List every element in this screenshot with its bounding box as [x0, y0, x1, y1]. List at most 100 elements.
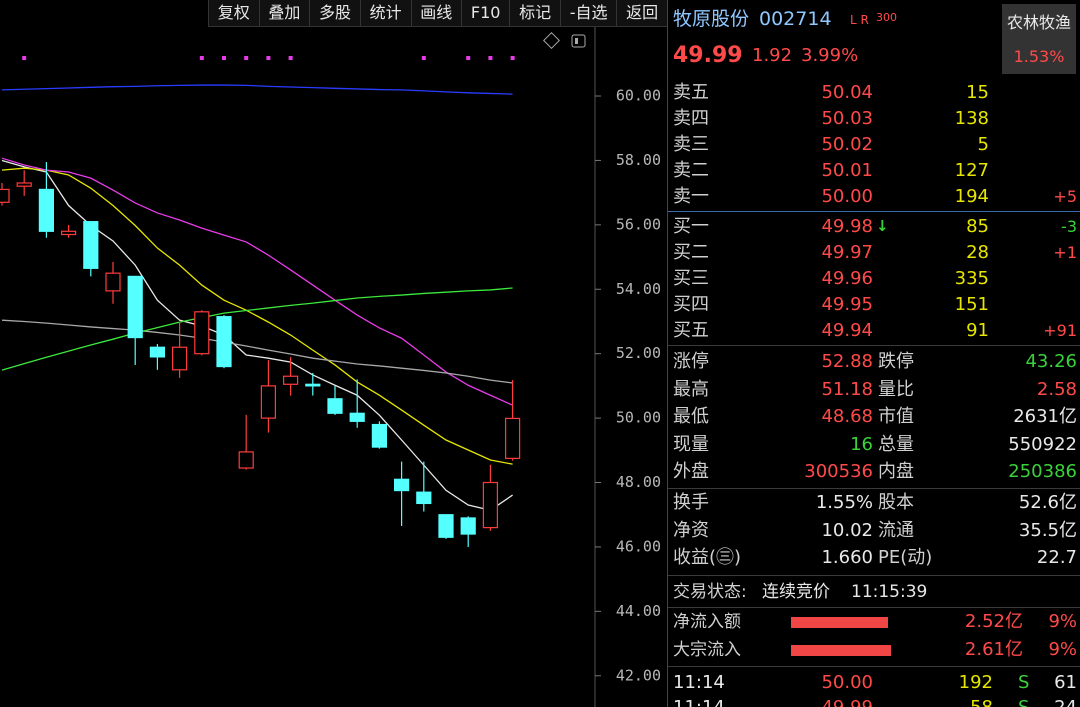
candle-body: [349, 412, 365, 422]
diamond-icon[interactable]: [543, 32, 560, 49]
signal-dot: [22, 56, 27, 60]
book-price: 50.02: [821, 134, 873, 155]
candle-body: [16, 182, 32, 187]
stock-tags: L R: [850, 13, 869, 27]
book-label: 买二: [673, 242, 709, 263]
tick-side: S: [1018, 697, 1029, 707]
candle-body: [305, 383, 321, 387]
stock-name: 牧原股份: [673, 8, 750, 30]
book-volume: 151: [954, 294, 989, 315]
book-label: 买四: [673, 294, 709, 315]
book-volume: 138: [954, 108, 989, 129]
toolbar-button[interactable]: -自选: [559, 0, 616, 26]
tick-time: 11:14: [673, 697, 725, 707]
ma-line: [1, 167, 513, 465]
tick-price: 49.99: [768, 697, 873, 707]
candle-body: [83, 221, 99, 269]
book-label: 买一: [673, 216, 709, 237]
book-price: 50.04: [821, 82, 873, 103]
candle-body: [327, 398, 343, 414]
signal-dot: [488, 56, 493, 60]
book-price: 50.03: [821, 108, 873, 129]
fund-label: 收益(㊂): [673, 547, 742, 568]
signal-dot: [288, 56, 293, 60]
separator: [668, 488, 1080, 489]
status-label: 交易状态:: [673, 582, 747, 602]
toolbar-button[interactable]: 统计: [359, 0, 411, 26]
book-separator: [668, 211, 1080, 212]
flow-pct: 9%: [1048, 611, 1077, 632]
book-label: 卖三: [673, 134, 709, 155]
separator: [668, 345, 1080, 346]
flow-value: 2.61亿: [964, 639, 1023, 660]
candle-body: [105, 272, 121, 292]
stock-code: 002714: [759, 8, 832, 30]
y-tick-label: 50.00: [616, 409, 661, 427]
ma-line: [1, 159, 513, 511]
sector-box[interactable]: [1002, 4, 1076, 74]
candle-body: [127, 275, 143, 339]
last-price: 49.99: [673, 43, 743, 68]
candle-body: [60, 230, 77, 236]
candle-body: [482, 481, 498, 529]
book-price: 49.98: [821, 216, 873, 237]
y-tick-label: 54.00: [616, 280, 661, 298]
fund-label: 流通: [878, 519, 914, 541]
candle-body: [371, 423, 387, 448]
toolbar-button[interactable]: 画线: [410, 0, 462, 26]
book-price: 49.95: [821, 294, 873, 315]
stat-label: 市值: [878, 406, 914, 427]
book-volume: 127: [954, 160, 989, 181]
toolbar-button[interactable]: 标记: [509, 0, 560, 26]
stat-value: 16: [850, 433, 873, 455]
tick-time: 11:14: [673, 672, 725, 693]
flow-pct: 9%: [1048, 639, 1077, 660]
candle-body: [460, 517, 476, 535]
fund-label: 换手: [673, 492, 709, 513]
price-change-pct: 3.99%: [801, 45, 859, 66]
window-icon-inner: [575, 38, 578, 44]
stat-value: 48.68: [821, 406, 873, 427]
book-volume: 15: [966, 82, 989, 103]
signal-dot: [222, 56, 226, 60]
book-label: 买三: [673, 268, 709, 289]
candle-body: [416, 491, 432, 505]
signal-dot: [244, 56, 249, 60]
book-volume: 5: [977, 134, 989, 155]
price-change: 1.92: [752, 45, 793, 66]
y-tick-label: 58.00: [616, 151, 661, 169]
fund-value: 1.660: [821, 547, 873, 568]
toolbar-button[interactable]: 复权: [208, 0, 259, 26]
stat-label: 现量: [673, 433, 709, 455]
toolbar-button[interactable]: 多股: [309, 0, 360, 26]
toolbar-button[interactable]: 叠加: [258, 0, 310, 26]
fund-label: 股本: [878, 492, 914, 513]
book-delta: -3: [1061, 217, 1077, 236]
candle-body: [0, 188, 10, 203]
window-icon[interactable]: [571, 34, 586, 48]
quote-panel: 牧原股份 002714 L R 300 农林牧渔 1.53% 49.99 1.9…: [667, 0, 1080, 707]
toolbar-button[interactable]: F10: [461, 0, 509, 26]
candle-body: [149, 346, 165, 358]
candle-body: [438, 514, 454, 538]
stat-label: 最低: [673, 406, 709, 427]
signal-dot: [466, 56, 471, 60]
book-delta: +1: [1053, 243, 1077, 262]
book-price: 49.97: [821, 242, 873, 263]
toolbar-button[interactable]: 返回: [616, 0, 667, 26]
fund-label: PE(动): [878, 547, 933, 568]
fund-value: 52.6亿: [1018, 492, 1077, 513]
index-tag: 300: [876, 11, 897, 24]
candle-body: [238, 451, 254, 469]
book-price: 50.01: [821, 160, 873, 181]
fund-value: 1.55%: [815, 492, 873, 513]
candle-body: [38, 188, 55, 232]
tick-count: 61: [1054, 672, 1077, 693]
flow-bar: [791, 645, 891, 656]
ma-line: [1, 157, 513, 406]
book-label: 卖四: [673, 108, 709, 129]
flow-label: 大宗流入: [673, 640, 741, 660]
flow-value: 2.52亿: [964, 611, 1023, 632]
flow-label: 净流入额: [673, 612, 741, 632]
stat-label: 外盘: [673, 461, 709, 482]
